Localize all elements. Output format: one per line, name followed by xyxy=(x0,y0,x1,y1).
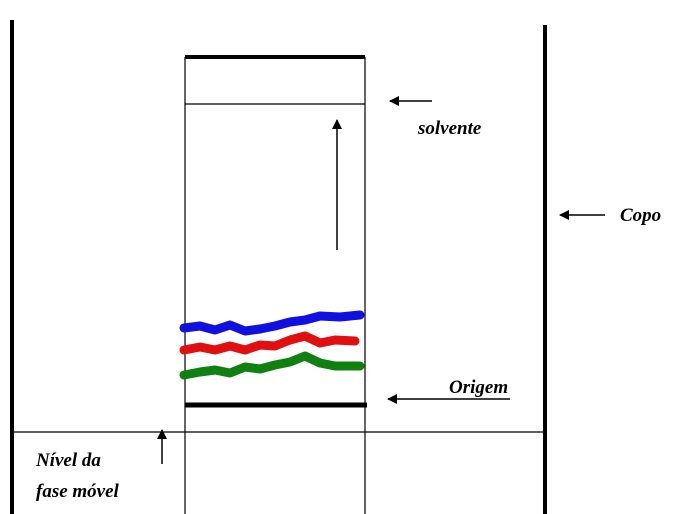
level-label-line1: Nível da xyxy=(35,450,101,471)
annotations xyxy=(157,96,605,464)
beaker xyxy=(10,20,547,514)
blue-band xyxy=(179,310,365,336)
beaker-label: Copo xyxy=(620,205,661,226)
paper-strip xyxy=(184,55,367,514)
green-band xyxy=(179,351,365,380)
solvent-label: solvente xyxy=(417,118,482,139)
origin-label: Origem xyxy=(449,377,508,398)
red-band xyxy=(179,331,360,355)
pigment-bands xyxy=(179,310,365,380)
level-label-line2: fase móvel xyxy=(36,481,120,502)
